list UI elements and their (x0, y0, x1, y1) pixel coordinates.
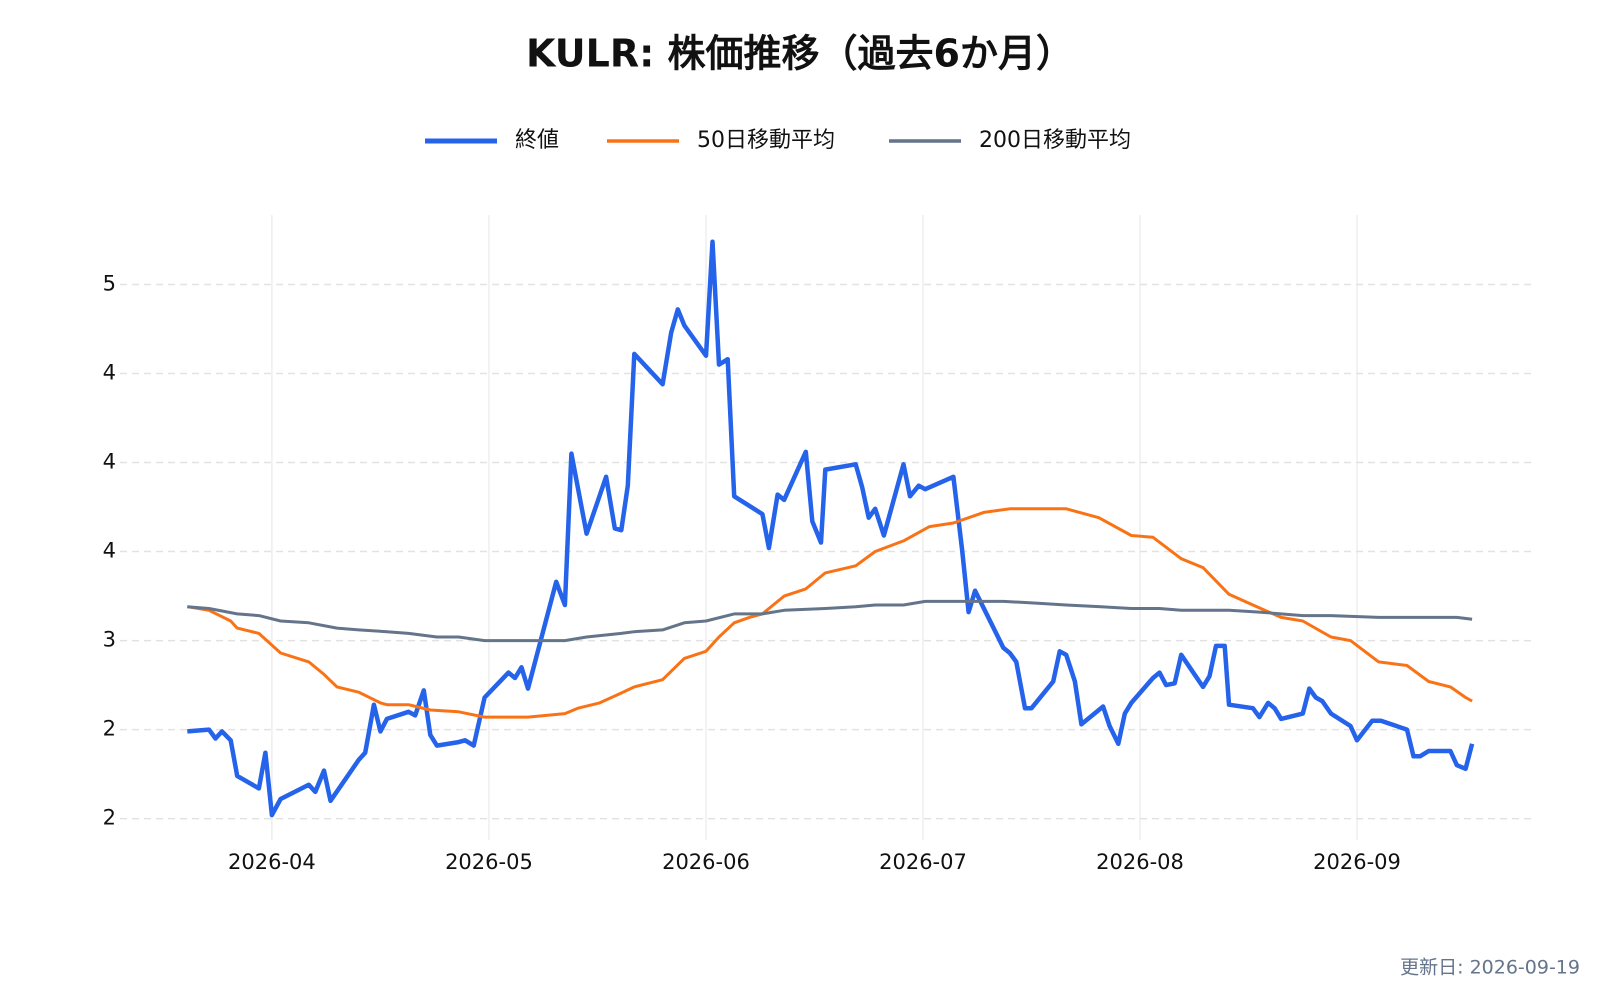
x-tick-label: 2026-04 (228, 850, 316, 874)
chart-title: KULR: 株価推移（過去6か月） (526, 32, 1074, 76)
x-tick-label: 2026-07 (879, 850, 967, 874)
x-tick-label: 2026-05 (445, 850, 533, 874)
y-tick-label: 2 (103, 717, 116, 741)
x-tick-label: 2026-08 (1096, 850, 1184, 874)
legend-label: 終値 (515, 128, 559, 153)
y-tick-label: 3 (103, 628, 116, 652)
update-note: 更新日: 2026-09-19 (1400, 957, 1580, 979)
x-tick-label: 2026-09 (1313, 850, 1401, 874)
y-tick-label: 5 (103, 271, 116, 295)
series-line (187, 599, 1473, 643)
legend-label: 50日移動平均 (697, 128, 835, 153)
y-tick-label: 4 (103, 360, 116, 384)
y-tick-label: 2 (103, 806, 116, 830)
series-line (187, 507, 1473, 719)
series-line (187, 239, 1475, 818)
x-tick-label: 2026-06 (662, 850, 750, 874)
legend-label: 200日移動平均 (979, 128, 1131, 153)
y-tick-label: 4 (103, 539, 116, 563)
y-tick-label: 4 (103, 450, 116, 474)
